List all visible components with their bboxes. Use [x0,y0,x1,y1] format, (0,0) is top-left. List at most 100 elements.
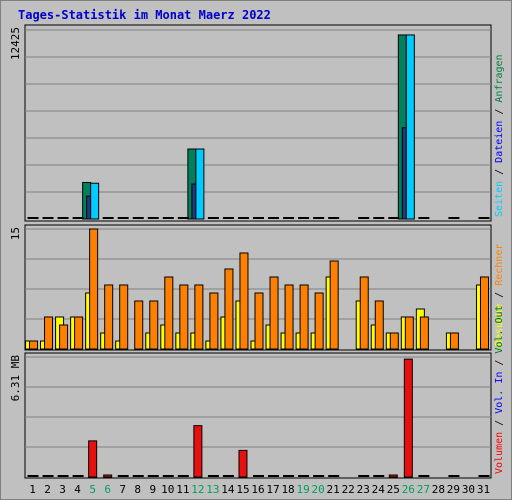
x-tick-label: 5 [89,483,96,496]
bar-visits-rechner [164,276,174,350]
x-tick-label: 7 [119,483,126,496]
bar-hits-baseline [222,217,234,219]
bar-hits-baseline [102,217,114,219]
bar-hits-baseline [388,217,400,219]
bar-hits-baseline [478,217,490,219]
x-tick-label: 30 [462,483,475,496]
bar-hits-baseline [72,217,84,219]
bar-hits-baseline [27,217,39,219]
bar-volume-baseline [162,475,174,477]
bar-volume-baseline [222,475,234,477]
panel-hits: 12425 Seiten / Dateien / Anfragen [9,24,505,222]
x-tick-label: 8 [134,483,141,496]
x-tick-label: 11 [176,483,189,496]
bar-hits-baseline [147,217,159,219]
bar-hits-baseline [162,217,174,219]
panel-hits-legend: Seiten / Dateien / Anfragen [494,54,505,217]
bar-visits-rechner [194,284,204,350]
legend-part: / [494,414,505,432]
bar-volume-baseline [57,475,69,477]
x-tick-label: 3 [59,483,66,496]
bar-volume-volumen [403,358,413,478]
x-tick-label: 23 [357,483,370,496]
legend-part: Seiten [494,181,505,217]
bar-hits-baseline [253,217,264,219]
bar-volume-baseline [283,475,295,477]
x-tick-label: 28 [432,483,445,496]
bar-visits-rechner [389,332,399,350]
x-tick-label: 2 [44,483,51,496]
bar-visits-rechner [104,284,114,350]
bar-volume-volumen [238,449,248,478]
bar-hits-baseline [117,217,129,219]
bar-hits-baseline [283,217,295,219]
legend-part: Vol. In [494,372,505,414]
bar-visits-rechner [359,276,369,350]
legend-part: Volumen [494,432,505,474]
x-tick-label: 26 [402,483,415,496]
x-tick-label: 27 [417,483,430,496]
x-tick-label: 16 [251,483,264,496]
bar-hits-baseline [418,217,430,219]
bar-visits-rechner [449,332,459,350]
bar-hits-baseline [328,217,340,219]
bar-visits-rechner [329,260,339,350]
x-tick-label: 9 [149,483,156,496]
panel-volume-legend: Volumen / Vol. In / Vol. Out [494,305,505,474]
bar-hits-baseline [268,217,280,219]
bar-visits-rechner [224,268,234,350]
x-tick-label: 14 [221,483,235,496]
x-tick-label: 21 [327,483,340,496]
bar-visits-rechner [119,284,129,350]
bar-volume-baseline [27,475,39,477]
bar-visits-rechner [74,316,84,350]
bar-hits-baseline [42,217,54,219]
bar-volume-baseline [448,475,460,477]
x-tick-label: 20 [312,483,325,496]
bar-hits-baseline [358,217,370,219]
bar-hits-baseline [177,217,189,219]
bar-visits-rechner [269,276,279,350]
x-tick-label: 6 [104,483,111,496]
x-tick-label: 18 [281,483,294,496]
legend-part: Rechner [494,244,505,286]
bar-volume-baseline [117,475,129,477]
x-tick-label: 13 [206,483,219,496]
x-tick-label: 15 [236,483,249,496]
bar-volume-baseline [253,475,264,477]
legend-part: Vol. Out [494,305,505,353]
x-tick-label: 31 [477,483,490,496]
bar-volume-volumen [103,474,113,478]
panel-visits: 15 Besuche / Rechner [9,224,505,351]
bar-visits-rechner [374,300,384,350]
bar-visits-rechner [419,316,429,350]
legend-part: Anfragen [494,54,505,102]
bar-hits-baseline [313,217,325,219]
legend-part: Besuche [494,304,505,346]
bar-volume-baseline [328,475,340,477]
bar-volume-volumen [88,440,98,478]
bar-visits-rechner [299,284,309,350]
panel-volume: 6.31 MB Volumen / Vol. In / Vol. Out [9,305,505,479]
x-tick-label: 22 [342,483,355,496]
bar-hits-baseline [132,217,144,219]
chart-title: Tages-Statistik im Monat Maerz 2022 [18,8,271,22]
bar-volume-volumen [388,474,398,478]
bar-volume-baseline [268,475,280,477]
bar-visits-rechner [149,300,159,350]
bar-volume-baseline [177,475,189,477]
panel-volume-frame [24,352,492,479]
bar-volume-baseline [207,475,219,477]
bar-hits-baseline [298,217,310,219]
x-tick-label: 19 [296,483,309,496]
bar-volume-baseline [42,475,54,477]
x-tick-label: 29 [447,483,460,496]
bar-volume-baseline [147,475,159,477]
x-tick-label: 12 [191,483,204,496]
bar-visits-rechner [239,252,249,350]
bar-volume-baseline [298,475,310,477]
bar-visits-rechner [89,228,99,350]
panel-volume-ymax-label: 6.31 MB [9,355,22,402]
legend-part: / [494,103,505,121]
